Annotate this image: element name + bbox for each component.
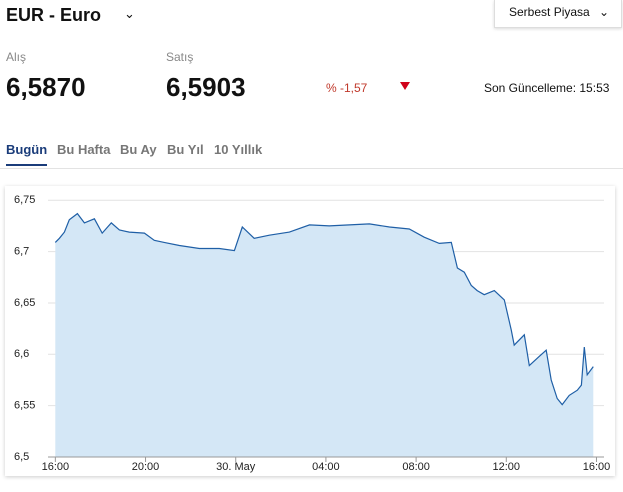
x-tick-label: 12:00 bbox=[493, 461, 521, 473]
down-arrow bbox=[400, 82, 410, 90]
line bbox=[54, 212, 594, 406]
y-tick-label: 6,5 bbox=[14, 451, 29, 463]
area bbox=[55, 213, 594, 457]
source-label: Serbest Piyasa bbox=[509, 5, 590, 19]
y-tick-label: 6,65 bbox=[14, 297, 35, 309]
x-tick-label: 04:00 bbox=[312, 461, 340, 473]
tab[interactable]: Bu Ay bbox=[120, 142, 157, 157]
buy-label: Alış bbox=[6, 50, 27, 64]
tab[interactable]: Bu Hafta bbox=[57, 142, 111, 157]
chart: 6,5 6,55 6,6 6,65 6,7 6,75 16:00 20:00 30. May 04… bbox=[14, 194, 611, 473]
x-tick-label: 16:00 bbox=[42, 461, 70, 473]
y-tick-label: 6,6 bbox=[14, 348, 29, 360]
sell-label: Satış bbox=[166, 50, 194, 64]
y-tick-label: 6,75 bbox=[14, 194, 35, 206]
y-tick-label: 6,55 bbox=[14, 400, 35, 412]
source-dropdown[interactable]: Serbest Piyasa ⌄ bbox=[494, 0, 622, 28]
buy-value: 6,5870 bbox=[6, 72, 86, 102]
last-updated: Son Güncelleme: 15:53 bbox=[484, 81, 610, 95]
x-tick-label: 16:00 bbox=[583, 461, 611, 473]
change: % -1,57 bbox=[326, 81, 368, 95]
x-tick-label: 20:00 bbox=[132, 461, 160, 473]
tab[interactable]: Bugün bbox=[6, 142, 48, 166]
y-tick-label: 6,7 bbox=[14, 246, 29, 258]
divider bbox=[0, 168, 623, 169]
tab[interactable]: 10 Yıllık bbox=[214, 142, 263, 157]
x-tick-label: 30. May bbox=[216, 461, 256, 473]
tab[interactable]: Bu Yıl bbox=[167, 142, 204, 157]
title-dropdown[interactable]: ⌄ bbox=[124, 6, 135, 21]
sell-value: 6,5903 bbox=[166, 72, 246, 102]
x-tick-label: 08:00 bbox=[402, 461, 430, 473]
title: EUR - Euro bbox=[6, 5, 102, 25]
